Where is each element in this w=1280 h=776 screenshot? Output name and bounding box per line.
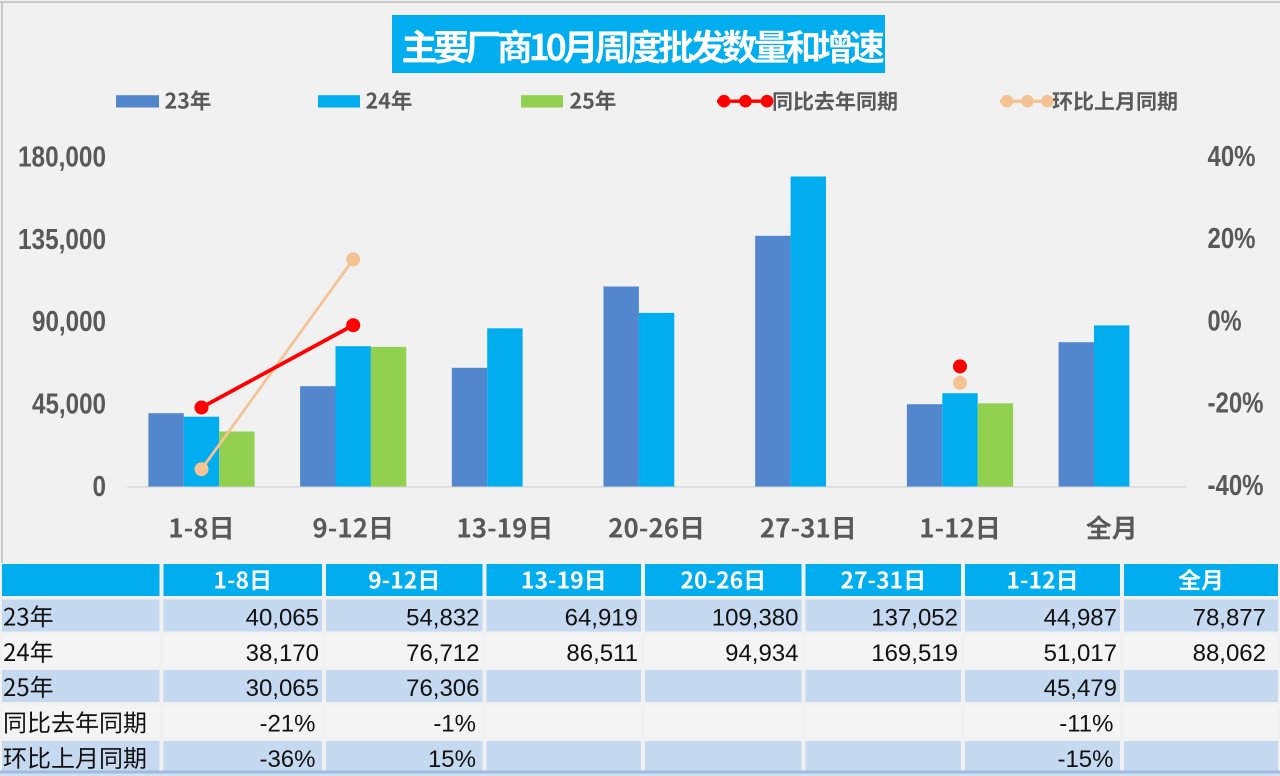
svg-text:38,170: 38,170 <box>246 640 319 667</box>
svg-text:64,919: 64,919 <box>565 605 638 632</box>
svg-text:78,877: 78,877 <box>1193 605 1266 632</box>
svg-text:180,000: 180,000 <box>18 142 106 174</box>
svg-text:-40%: -40% <box>1208 470 1264 502</box>
svg-text:51,017: 51,017 <box>1044 640 1117 667</box>
svg-text:54,832: 54,832 <box>406 605 479 632</box>
svg-text:-15%: -15% <box>1057 746 1113 773</box>
svg-text:94,934: 94,934 <box>725 640 798 667</box>
svg-text:40,065: 40,065 <box>246 605 319 632</box>
svg-text:-20%: -20% <box>1208 388 1264 420</box>
svg-text:40%: 40% <box>1208 141 1256 173</box>
svg-text:90,000: 90,000 <box>32 306 106 338</box>
svg-text:76,306: 76,306 <box>406 675 479 702</box>
svg-text:88,062: 88,062 <box>1193 640 1266 667</box>
svg-text:86,511: 86,511 <box>566 640 638 667</box>
svg-text:30,065: 30,065 <box>246 675 319 702</box>
svg-text:45,479: 45,479 <box>1044 675 1117 702</box>
svg-text:0: 0 <box>93 471 107 503</box>
svg-text:76,712: 76,712 <box>406 640 479 667</box>
svg-text:169,519: 169,519 <box>871 640 958 667</box>
svg-text:-1%: -1% <box>433 711 476 738</box>
svg-text:-36%: -36% <box>259 746 315 773</box>
svg-text:109,380: 109,380 <box>712 605 799 632</box>
svg-text:20%: 20% <box>1208 223 1256 255</box>
svg-text:-11%: -11% <box>1059 711 1113 738</box>
svg-text:15%: 15% <box>428 746 476 773</box>
svg-text:44,987: 44,987 <box>1044 605 1117 632</box>
svg-text:-21%: -21% <box>259 711 315 738</box>
svg-text:135,000: 135,000 <box>18 224 106 256</box>
svg-text:45,000: 45,000 <box>32 389 106 421</box>
svg-text:0%: 0% <box>1208 305 1242 337</box>
svg-text:137,052: 137,052 <box>871 605 958 632</box>
